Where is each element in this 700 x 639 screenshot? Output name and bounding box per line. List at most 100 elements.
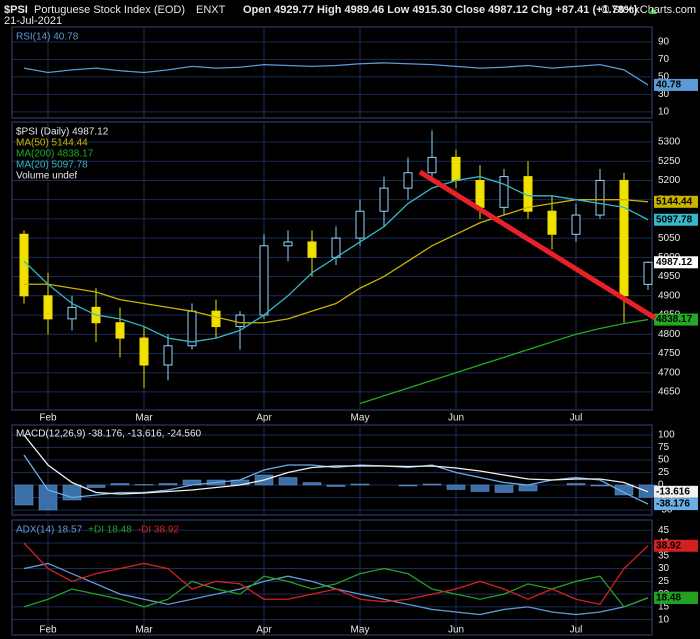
copyright: © StockCharts.com xyxy=(601,4,696,16)
y-tick-label: 10 xyxy=(658,107,670,118)
x-tick-label: Apr xyxy=(256,413,272,424)
histogram-bar xyxy=(350,483,370,486)
legend-entry: Volume undef xyxy=(16,171,77,182)
y-tick-label: 25 xyxy=(658,467,670,478)
y-tick-label: 35 xyxy=(658,550,670,561)
last-value-box xyxy=(654,78,698,91)
last-value-box xyxy=(654,313,698,326)
histogram-bar xyxy=(86,484,106,488)
candle-body xyxy=(139,337,149,366)
histogram-bar xyxy=(326,484,346,487)
x-tick-label: Jun xyxy=(448,413,464,424)
histogram-bar xyxy=(398,484,418,487)
series-line xyxy=(23,175,649,343)
y-tick-label: -50 xyxy=(658,505,673,516)
exchange: ENXT xyxy=(196,4,226,16)
y-tick-label: 4650 xyxy=(658,387,681,398)
last-value-label: 4987.12 xyxy=(656,257,693,268)
candle-body xyxy=(403,172,413,189)
candle-body xyxy=(163,345,173,366)
last-value-label: 38.92 xyxy=(656,540,681,551)
y-tick-label: 5250 xyxy=(658,156,681,167)
last-value-label: 4838.17 xyxy=(656,314,693,325)
y-tick-label: 5200 xyxy=(658,175,681,186)
last-value-label: -38.176 xyxy=(656,499,690,510)
candle-body xyxy=(307,241,317,258)
symbol: $PSI xyxy=(4,4,28,16)
last-value-label: 5097.78 xyxy=(656,214,693,225)
x-tick-label: May xyxy=(351,413,370,424)
y-tick-label: 90 xyxy=(658,37,670,48)
y-tick-label: 10 xyxy=(658,614,670,625)
series-line xyxy=(359,318,649,405)
panel xyxy=(11,26,653,119)
up-arrow xyxy=(649,7,657,14)
histogram-bar xyxy=(590,484,610,487)
y-tick-label: 70 xyxy=(658,54,670,65)
legend-entry: MA(20) 5097.78 xyxy=(16,160,88,171)
histogram-bar xyxy=(38,484,58,511)
candle-body xyxy=(379,187,389,212)
legend-entry: $PSI (Daily) 4987.12 xyxy=(16,127,109,138)
ohlc: Open 4929.77 High 4989.46 Low 4915.30 Cl… xyxy=(243,4,638,16)
x-tick-label: Mar xyxy=(135,625,153,636)
y-tick-label: 4900 xyxy=(658,290,681,301)
last-value-label: 40.78 xyxy=(656,80,681,91)
candle-body xyxy=(355,210,365,239)
histogram-bar xyxy=(14,484,34,506)
candle-body xyxy=(427,156,437,174)
histogram-bar xyxy=(302,482,322,486)
last-value-label: 5144.44 xyxy=(656,196,693,207)
candle-body xyxy=(187,310,197,347)
candle-body xyxy=(211,310,221,328)
candle-body xyxy=(19,233,29,297)
series-line xyxy=(23,62,649,86)
candle-body xyxy=(547,210,557,235)
y-tick-label: 45 xyxy=(658,525,670,536)
date: 21-Jul-2021 xyxy=(4,15,62,27)
candle-body xyxy=(571,214,581,235)
y-tick-label: 75 xyxy=(658,442,670,453)
y-tick-label: 30 xyxy=(658,89,670,100)
histogram-bar xyxy=(158,483,178,486)
candle-body xyxy=(475,179,485,208)
last-value-box xyxy=(654,485,698,498)
index-name: Portuguese Stock Index (EOD) xyxy=(34,4,185,16)
last-value-box xyxy=(654,539,698,552)
y-tick-label: 25 xyxy=(658,576,670,587)
candle-body xyxy=(259,245,269,316)
legend-entry: MA(50) 5144.44 xyxy=(16,138,88,149)
x-tick-label: Jul xyxy=(570,625,583,636)
last-value-box xyxy=(654,498,698,511)
series-line xyxy=(23,454,649,505)
panel xyxy=(11,519,653,636)
x-tick-label: Feb xyxy=(39,413,57,424)
y-tick-label: 100 xyxy=(658,430,675,441)
x-tick-label: Jul xyxy=(570,413,583,424)
histogram-bar xyxy=(614,484,634,496)
last-value-box xyxy=(654,195,698,208)
histogram-bar xyxy=(446,484,466,490)
last-value-box xyxy=(654,591,698,604)
legend-entry: -DI 38.92 xyxy=(138,525,180,536)
histogram-bar xyxy=(470,484,490,492)
histogram-bar xyxy=(494,484,514,493)
candle-body xyxy=(43,295,53,320)
candle-body xyxy=(619,179,629,297)
histogram-bar xyxy=(518,484,538,492)
y-tick-label: 4750 xyxy=(658,348,681,359)
candle-body xyxy=(595,179,605,216)
candle-body xyxy=(643,261,653,285)
last-value-box xyxy=(654,256,698,269)
y-tick-label: 30 xyxy=(658,563,670,574)
series-line xyxy=(23,567,649,608)
y-tick-label: 15 xyxy=(658,602,670,613)
trend-line xyxy=(418,169,657,321)
histogram-bar xyxy=(110,483,130,486)
y-tick-label: 4700 xyxy=(658,367,681,378)
x-tick-label: Feb xyxy=(39,625,57,636)
y-tick-label: 5050 xyxy=(658,233,681,244)
legend-entry: MA(200) 4838.17 xyxy=(16,149,94,160)
candle-body xyxy=(283,241,293,247)
